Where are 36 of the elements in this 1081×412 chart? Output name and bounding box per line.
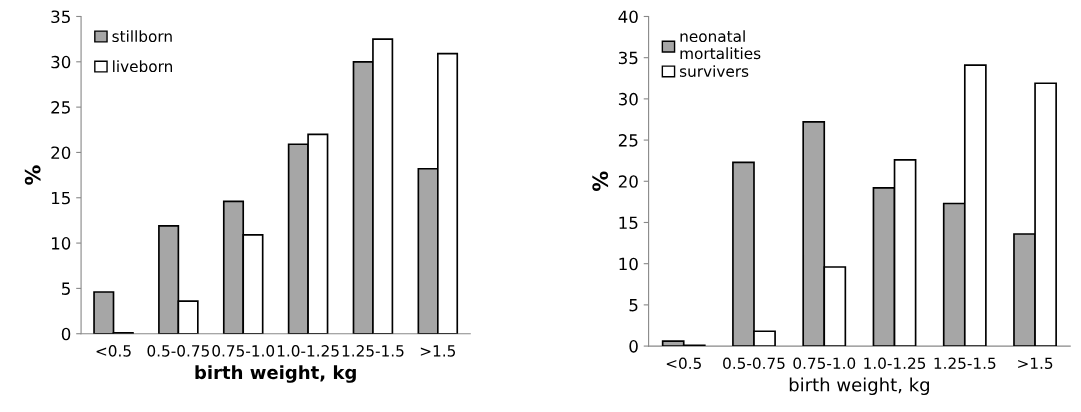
y-tick-label: 10 [619,257,638,271]
y-tick-label: 35 [51,10,70,24]
x-tick-label: <0.5 [666,357,701,370]
y-tick-label: 0 [629,340,638,353]
y-tick-label: 20 [618,175,638,188]
x-tick-label: 0.5-0.75 [147,345,209,357]
legend-label: stillborn [112,30,172,43]
x-tick-label: <0.5 [96,345,131,357]
x-tick-label: 0.75-1.0 [793,357,856,370]
y-tick-label: 25 [51,101,70,114]
y-tick-label: 15 [619,216,638,230]
x-tick-label: 1.0-1.25 [277,345,339,357]
y-tick-label: 30 [51,55,71,69]
legend-label: survivers [679,65,749,78]
y-tick-label: 30 [618,92,638,106]
x-tick-label: >1.5 [420,345,456,357]
y-tick-label: 0 [61,327,71,341]
x-tick-label: 1.25-1.5 [934,357,996,370]
x-axis-title: birth weight, kg [195,365,356,383]
legend-label: liveborn [113,60,173,73]
x-tick-label: 0.5-0.75 [723,357,785,370]
x-tick-label: 1.25-1.5 [342,345,404,357]
y-tick-label: 5 [629,299,638,312]
y-tick-label: 10 [51,237,71,250]
y-tick-label: 25 [618,134,638,147]
y-tick-label: 40 [618,10,638,24]
x-axis-title: birth weight, kg [789,377,929,396]
y-tick-label: 20 [51,146,71,160]
x-tick-label: >1.5 [1018,357,1053,370]
y-tick-label: 15 [51,191,70,205]
y-axis-title: % [24,165,41,185]
x-tick-label: 0.75-1.0 [212,345,275,357]
y-tick-label: 5 [62,282,70,295]
x-tick-label: 1.0-1.25 [864,357,926,370]
y-tick-label: 35 [618,51,638,65]
y-axis-title: % [592,171,609,192]
